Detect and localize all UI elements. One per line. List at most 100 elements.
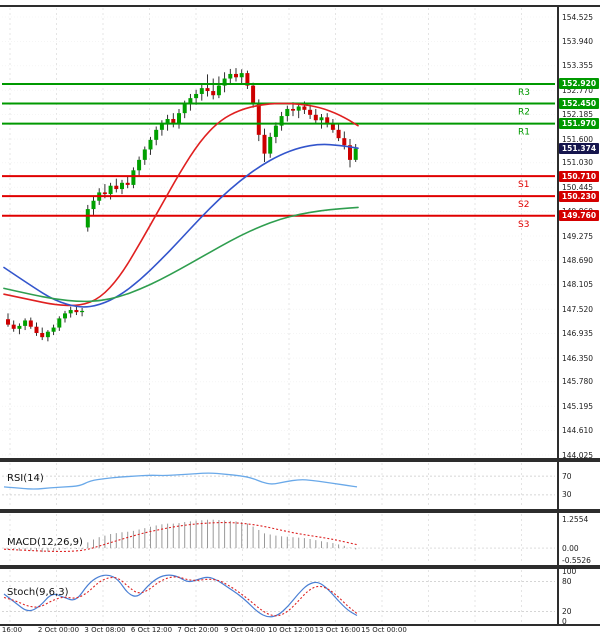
rsi-plot — [2, 463, 555, 508]
panel-border-top — [0, 5, 600, 7]
candle — [268, 132, 273, 158]
candle — [51, 324, 56, 336]
stoch-axis-label: 20 — [562, 607, 572, 616]
macd-histogram — [7, 519, 357, 553]
candle — [68, 306, 73, 318]
price-tick: 152.185 — [562, 110, 594, 120]
candle — [91, 196, 96, 215]
support-price-badge: 149.760 — [559, 210, 599, 222]
panel-border-right — [557, 5, 559, 626]
panel-border-bottom — [0, 624, 600, 626]
resistance-price-badge: 151.970 — [559, 118, 599, 130]
candle — [63, 310, 67, 323]
macd-signal-line — [3, 522, 358, 553]
resistance-label: R2 — [518, 108, 530, 118]
candle — [234, 68, 238, 82]
candle — [199, 83, 204, 101]
candle — [80, 307, 85, 317]
candlestick-plot: R3 R2 R1 S1 S2 S3 — [2, 8, 555, 457]
price-tick: 144.025 — [562, 450, 594, 460]
time-label: 7 Oct 20:00 — [177, 626, 219, 634]
macd-panel[interactable]: MACD(12,26,9) — [0, 513, 557, 565]
candle — [239, 69, 244, 84]
candle — [85, 204, 90, 232]
price-tick: 146.350 — [562, 353, 594, 363]
price-axis[interactable]: 154.525 153.940 153.355 152.770 152.185 151.6… — [559, 0, 600, 634]
candle — [279, 111, 284, 131]
candle — [57, 316, 62, 331]
macd-axis-label: 1.2554 — [562, 515, 589, 525]
price-tick: 150.445 — [562, 182, 594, 192]
candle — [45, 330, 50, 342]
stoch-panel[interactable]: Stoch(9,6,3) — [0, 569, 557, 624]
panel-separator — [0, 565, 600, 569]
price-chart-panel[interactable]: R3 R2 R1 S1 S2 S3 — [0, 7, 557, 458]
time-label: 15 Oct 00:00 — [361, 626, 407, 634]
time-axis[interactable]: 16:00 2 Oct 00:00 3 Oct 08:00 6 Oct 12:00 7 … — [0, 625, 557, 634]
candle — [28, 317, 33, 329]
candle — [142, 146, 147, 165]
candle — [348, 139, 352, 168]
stoch-axis-label: 0 — [562, 617, 567, 626]
candle — [137, 156, 142, 176]
support-price-badge: 150.230 — [559, 190, 599, 202]
time-label: 2 Oct 00:00 — [37, 626, 80, 634]
price-tick: 149.275 — [562, 231, 594, 241]
grid-layer — [9, 8, 522, 457]
candle — [23, 318, 28, 331]
price-tick: 151.030 — [562, 158, 594, 168]
time-label: 13 Oct 16:00 — [314, 626, 361, 634]
panel-separator — [0, 509, 600, 513]
candle — [159, 120, 164, 136]
rsi-line — [3, 472, 358, 490]
grid-layer — [9, 463, 522, 508]
ma-blue-line — [3, 143, 359, 308]
candle — [256, 99, 261, 142]
candle — [216, 76, 221, 99]
rsi-axis-label: 30 — [562, 490, 572, 500]
candle — [148, 136, 153, 155]
candle — [194, 89, 199, 105]
candle — [171, 113, 176, 128]
candle — [40, 327, 45, 341]
price-tick: 151.600 — [562, 134, 594, 144]
price-tick: 152.770 — [562, 85, 594, 95]
macd-axis-label: -0.5526 — [562, 556, 591, 566]
candle — [291, 102, 295, 117]
resistance-price-badge: 152.450 — [559, 98, 599, 110]
time-label: 6 Oct 12:00 — [130, 626, 173, 634]
candle — [313, 108, 318, 125]
macd-label: MACD(12,26,9) — [7, 537, 83, 548]
candle — [353, 144, 358, 162]
candle — [120, 179, 124, 195]
stoch-k-line — [3, 574, 358, 618]
candle — [336, 124, 341, 142]
rsi-panel[interactable]: RSI(14) — [0, 462, 557, 509]
price-tick: 153.355 — [562, 61, 594, 71]
grid-layer — [9, 570, 522, 623]
candle — [34, 322, 39, 336]
support-label: S1 — [518, 180, 529, 190]
support-label: S3 — [518, 220, 529, 230]
candle — [245, 70, 250, 89]
price-tick: 154.525 — [562, 12, 594, 22]
resistance-price-badge: 152.920 — [559, 78, 599, 90]
candle — [188, 93, 193, 111]
time-label: 3 Oct 08:00 — [84, 626, 126, 634]
price-tick: 146.935 — [562, 329, 594, 339]
price-tick: 144.610 — [562, 426, 594, 436]
candle — [262, 128, 267, 162]
candle — [6, 313, 10, 327]
ma-green-line — [3, 206, 359, 303]
candle — [319, 113, 324, 129]
price-tick: 145.780 — [562, 377, 594, 387]
price-tick: 147.520 — [562, 304, 594, 314]
candle — [154, 126, 159, 146]
candle — [205, 74, 210, 97]
price-tick: 153.940 — [562, 36, 594, 46]
price-tick: 145.195 — [562, 401, 594, 411]
macd-plot — [2, 514, 555, 564]
candle — [296, 103, 301, 119]
candles-layer — [6, 68, 358, 342]
